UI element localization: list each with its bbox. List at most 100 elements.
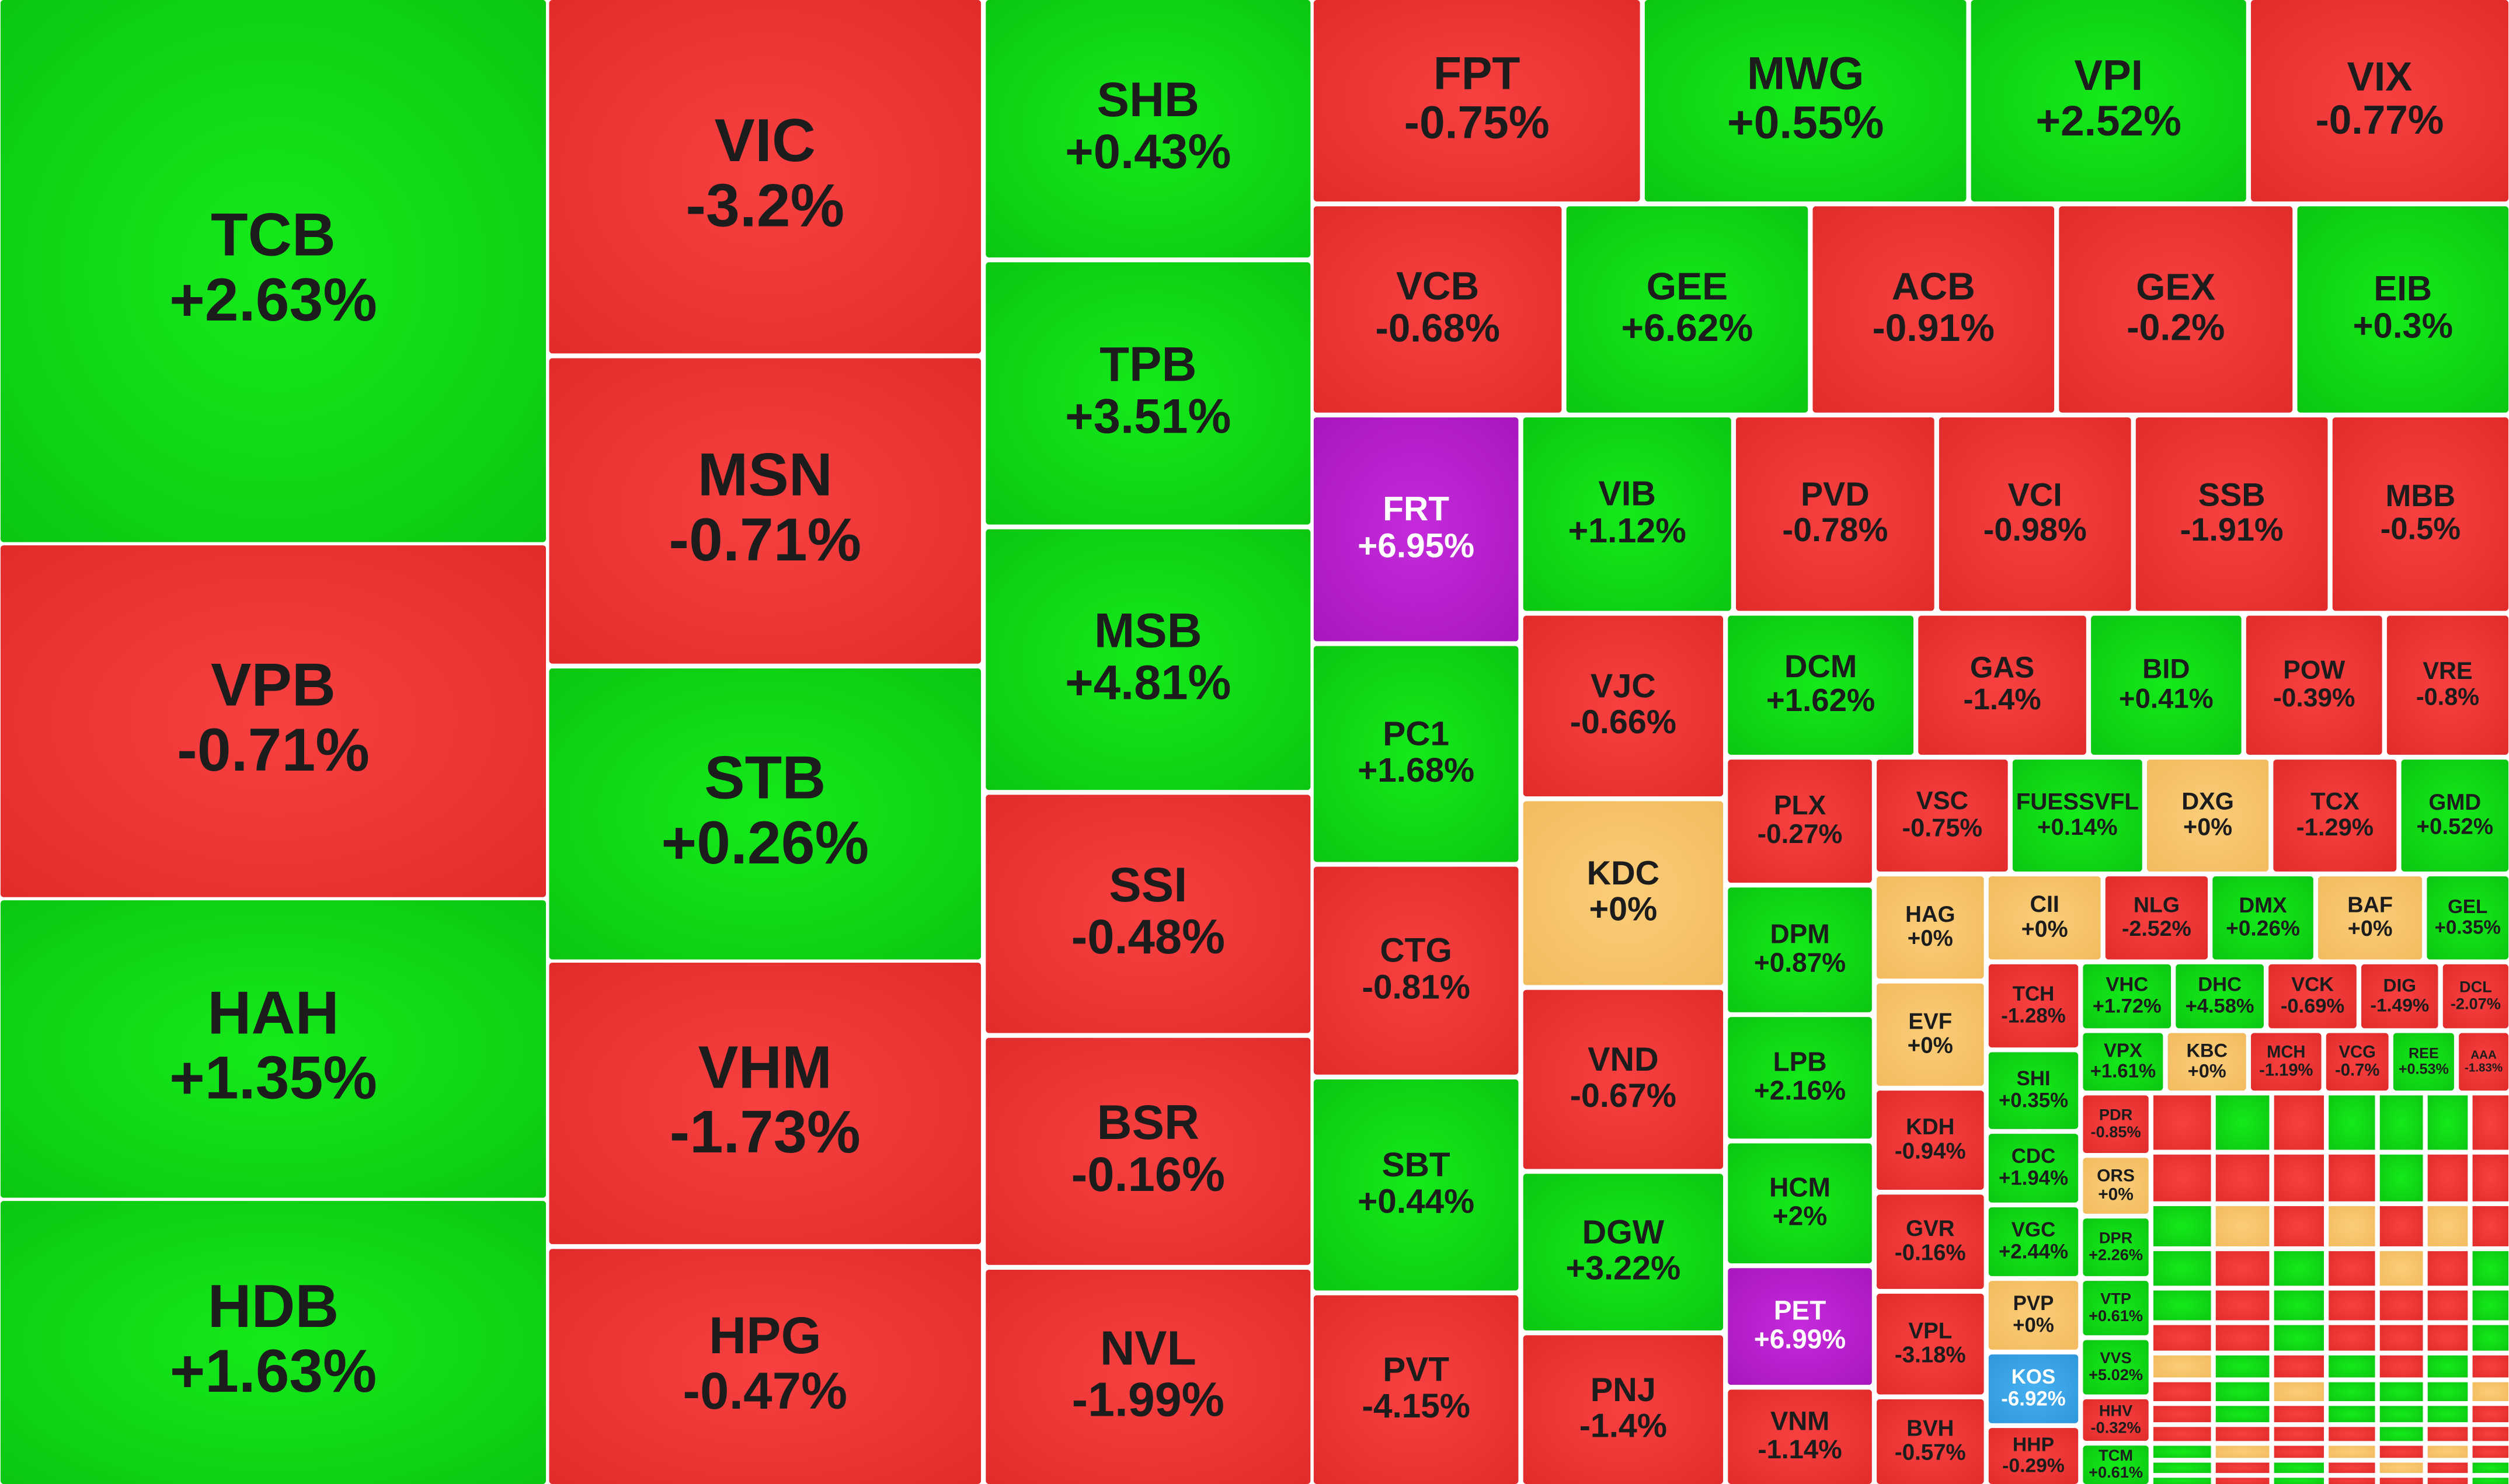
change: +0.41% xyxy=(2119,683,2214,714)
change: -1.73% xyxy=(670,1098,861,1165)
small-tile xyxy=(2153,1445,2211,1458)
tile-bg xyxy=(1988,1354,2079,1423)
stock-tile: HDB+1.63% xyxy=(0,1201,547,1484)
change: -0.81% xyxy=(1362,968,1470,1006)
ticker: EVF xyxy=(1908,1009,1952,1034)
small-tile xyxy=(2379,1427,2423,1441)
small-tile xyxy=(2472,1325,2509,1351)
stock-tile: DMX+0.26% xyxy=(2212,876,2313,960)
small-tile xyxy=(2274,1325,2324,1351)
small-tile xyxy=(2153,1427,2211,1441)
tile-bg xyxy=(2332,417,2509,611)
stock-tile: BAF+0% xyxy=(2318,876,2423,960)
ticker: AAA xyxy=(2470,1048,2497,1062)
tile-bg xyxy=(0,545,547,897)
stock-tile: BVH-0.57% xyxy=(1877,1399,1984,1484)
small-tile xyxy=(2472,1154,2509,1201)
small-tile xyxy=(2472,1445,2509,1458)
stock-tile: DXG+0% xyxy=(2146,760,2269,872)
ticker: NLG xyxy=(2134,893,2180,917)
tile-bg xyxy=(1877,1294,1984,1395)
change: -0.16% xyxy=(1895,1240,1966,1265)
ticker: DMX xyxy=(2239,893,2287,917)
tile-bg xyxy=(1313,866,1519,1075)
tile-bg xyxy=(549,963,982,1245)
stock-tile: BID+0.41% xyxy=(2091,615,2242,755)
small-tile xyxy=(2472,1251,2509,1286)
stock-tile: HPG-0.47% xyxy=(549,1249,982,1484)
ticker: BID xyxy=(2142,654,2190,685)
stock-tile: TCM+0.61% xyxy=(2083,1445,2149,1484)
tile-bg xyxy=(549,1249,982,1484)
ticker: VHC xyxy=(2106,974,2148,996)
change: -0.27% xyxy=(1758,818,1843,849)
ticker: DIG xyxy=(2383,974,2417,995)
change: -1.4% xyxy=(1579,1407,1667,1444)
stock-tile: GEE+6.62% xyxy=(1566,206,1808,413)
change: -4.15% xyxy=(1362,1387,1470,1425)
ticker: PLX xyxy=(1774,790,1826,820)
small-tile xyxy=(2329,1290,2375,1321)
small-tile xyxy=(2215,1290,2270,1321)
ticker: KOS xyxy=(2012,1365,2055,1388)
tile-bg xyxy=(986,1037,1311,1265)
stock-tile: PVT-4.15% xyxy=(1313,1295,1519,1484)
small-tile xyxy=(2329,1154,2375,1201)
stock-tile: VIC-3.2% xyxy=(549,0,982,354)
change: -3.18% xyxy=(1895,1343,1966,1368)
tile-bg xyxy=(1523,615,1724,797)
change: +0% xyxy=(2021,916,2068,942)
ticker: DGW xyxy=(1582,1214,1665,1251)
change: +0.53% xyxy=(2399,1061,2449,1077)
tile-bg xyxy=(1988,1281,2079,1350)
small-tile xyxy=(2274,1206,2324,1246)
tile-bg xyxy=(1728,1268,1872,1385)
stock-tile: HHV-0.32% xyxy=(2083,1399,2149,1441)
tile-bg xyxy=(2091,615,2242,755)
small-tile xyxy=(2329,1325,2375,1351)
stock-tile: HAG+0% xyxy=(1877,876,1984,979)
tile-bg xyxy=(1877,1399,1984,1484)
change: -1.19% xyxy=(2259,1061,2313,1080)
tile-bg xyxy=(2176,964,2264,1029)
change: -0.29% xyxy=(2002,1455,2065,1477)
change: +1.68% xyxy=(1358,751,1474,789)
tile-bg xyxy=(2326,1033,2389,1091)
change: +1.62% xyxy=(1766,682,1875,718)
change: -0.7% xyxy=(2335,1061,2379,1080)
tile-bg xyxy=(986,262,1311,525)
stock-tile: VHM-1.73% xyxy=(549,963,982,1245)
tile-bg xyxy=(2105,876,2208,960)
ticker: HHV xyxy=(2099,1401,2132,1419)
change: -3.2% xyxy=(685,172,844,239)
stock-tile: VGC+2.44% xyxy=(1988,1207,2079,1276)
change: -0.85% xyxy=(2091,1123,2141,1141)
tile-bg xyxy=(1877,983,1984,1086)
tile-bg xyxy=(1728,615,1914,755)
ticker: EIB xyxy=(2374,269,2432,308)
small-tile xyxy=(2153,1478,2211,1484)
tile-bg xyxy=(2083,1399,2149,1441)
ticker: VCK xyxy=(2291,974,2334,996)
ticker: SSB xyxy=(2198,476,2266,513)
change: -0.77% xyxy=(2316,97,2444,142)
stock-tile: DGW+3.22% xyxy=(1523,1173,1724,1331)
ticker: VIX xyxy=(2347,54,2413,99)
change: +6.62% xyxy=(1621,306,1753,350)
stock-tile: VHC+1.72% xyxy=(2083,964,2172,1029)
stock-tile: GAS-1.4% xyxy=(1918,615,2086,755)
small-tile xyxy=(2215,1478,2270,1484)
tile-bg xyxy=(1877,760,2008,872)
tile-bg xyxy=(1988,876,2101,960)
ticker: HAG xyxy=(1905,902,1955,927)
stock-tile: PC1+1.68% xyxy=(1313,646,1519,862)
change: +2.16% xyxy=(1754,1075,1846,1106)
change: -0.94% xyxy=(1895,1138,1966,1163)
change: -1.29% xyxy=(2296,813,2374,841)
change: -1.49% xyxy=(2370,994,2429,1015)
change: -1.4% xyxy=(1964,682,2041,716)
stock-tile: CDC+1.94% xyxy=(1988,1134,2079,1203)
stock-tile: ACB-0.91% xyxy=(1812,206,2055,413)
ticker: VGC xyxy=(2012,1218,2055,1241)
